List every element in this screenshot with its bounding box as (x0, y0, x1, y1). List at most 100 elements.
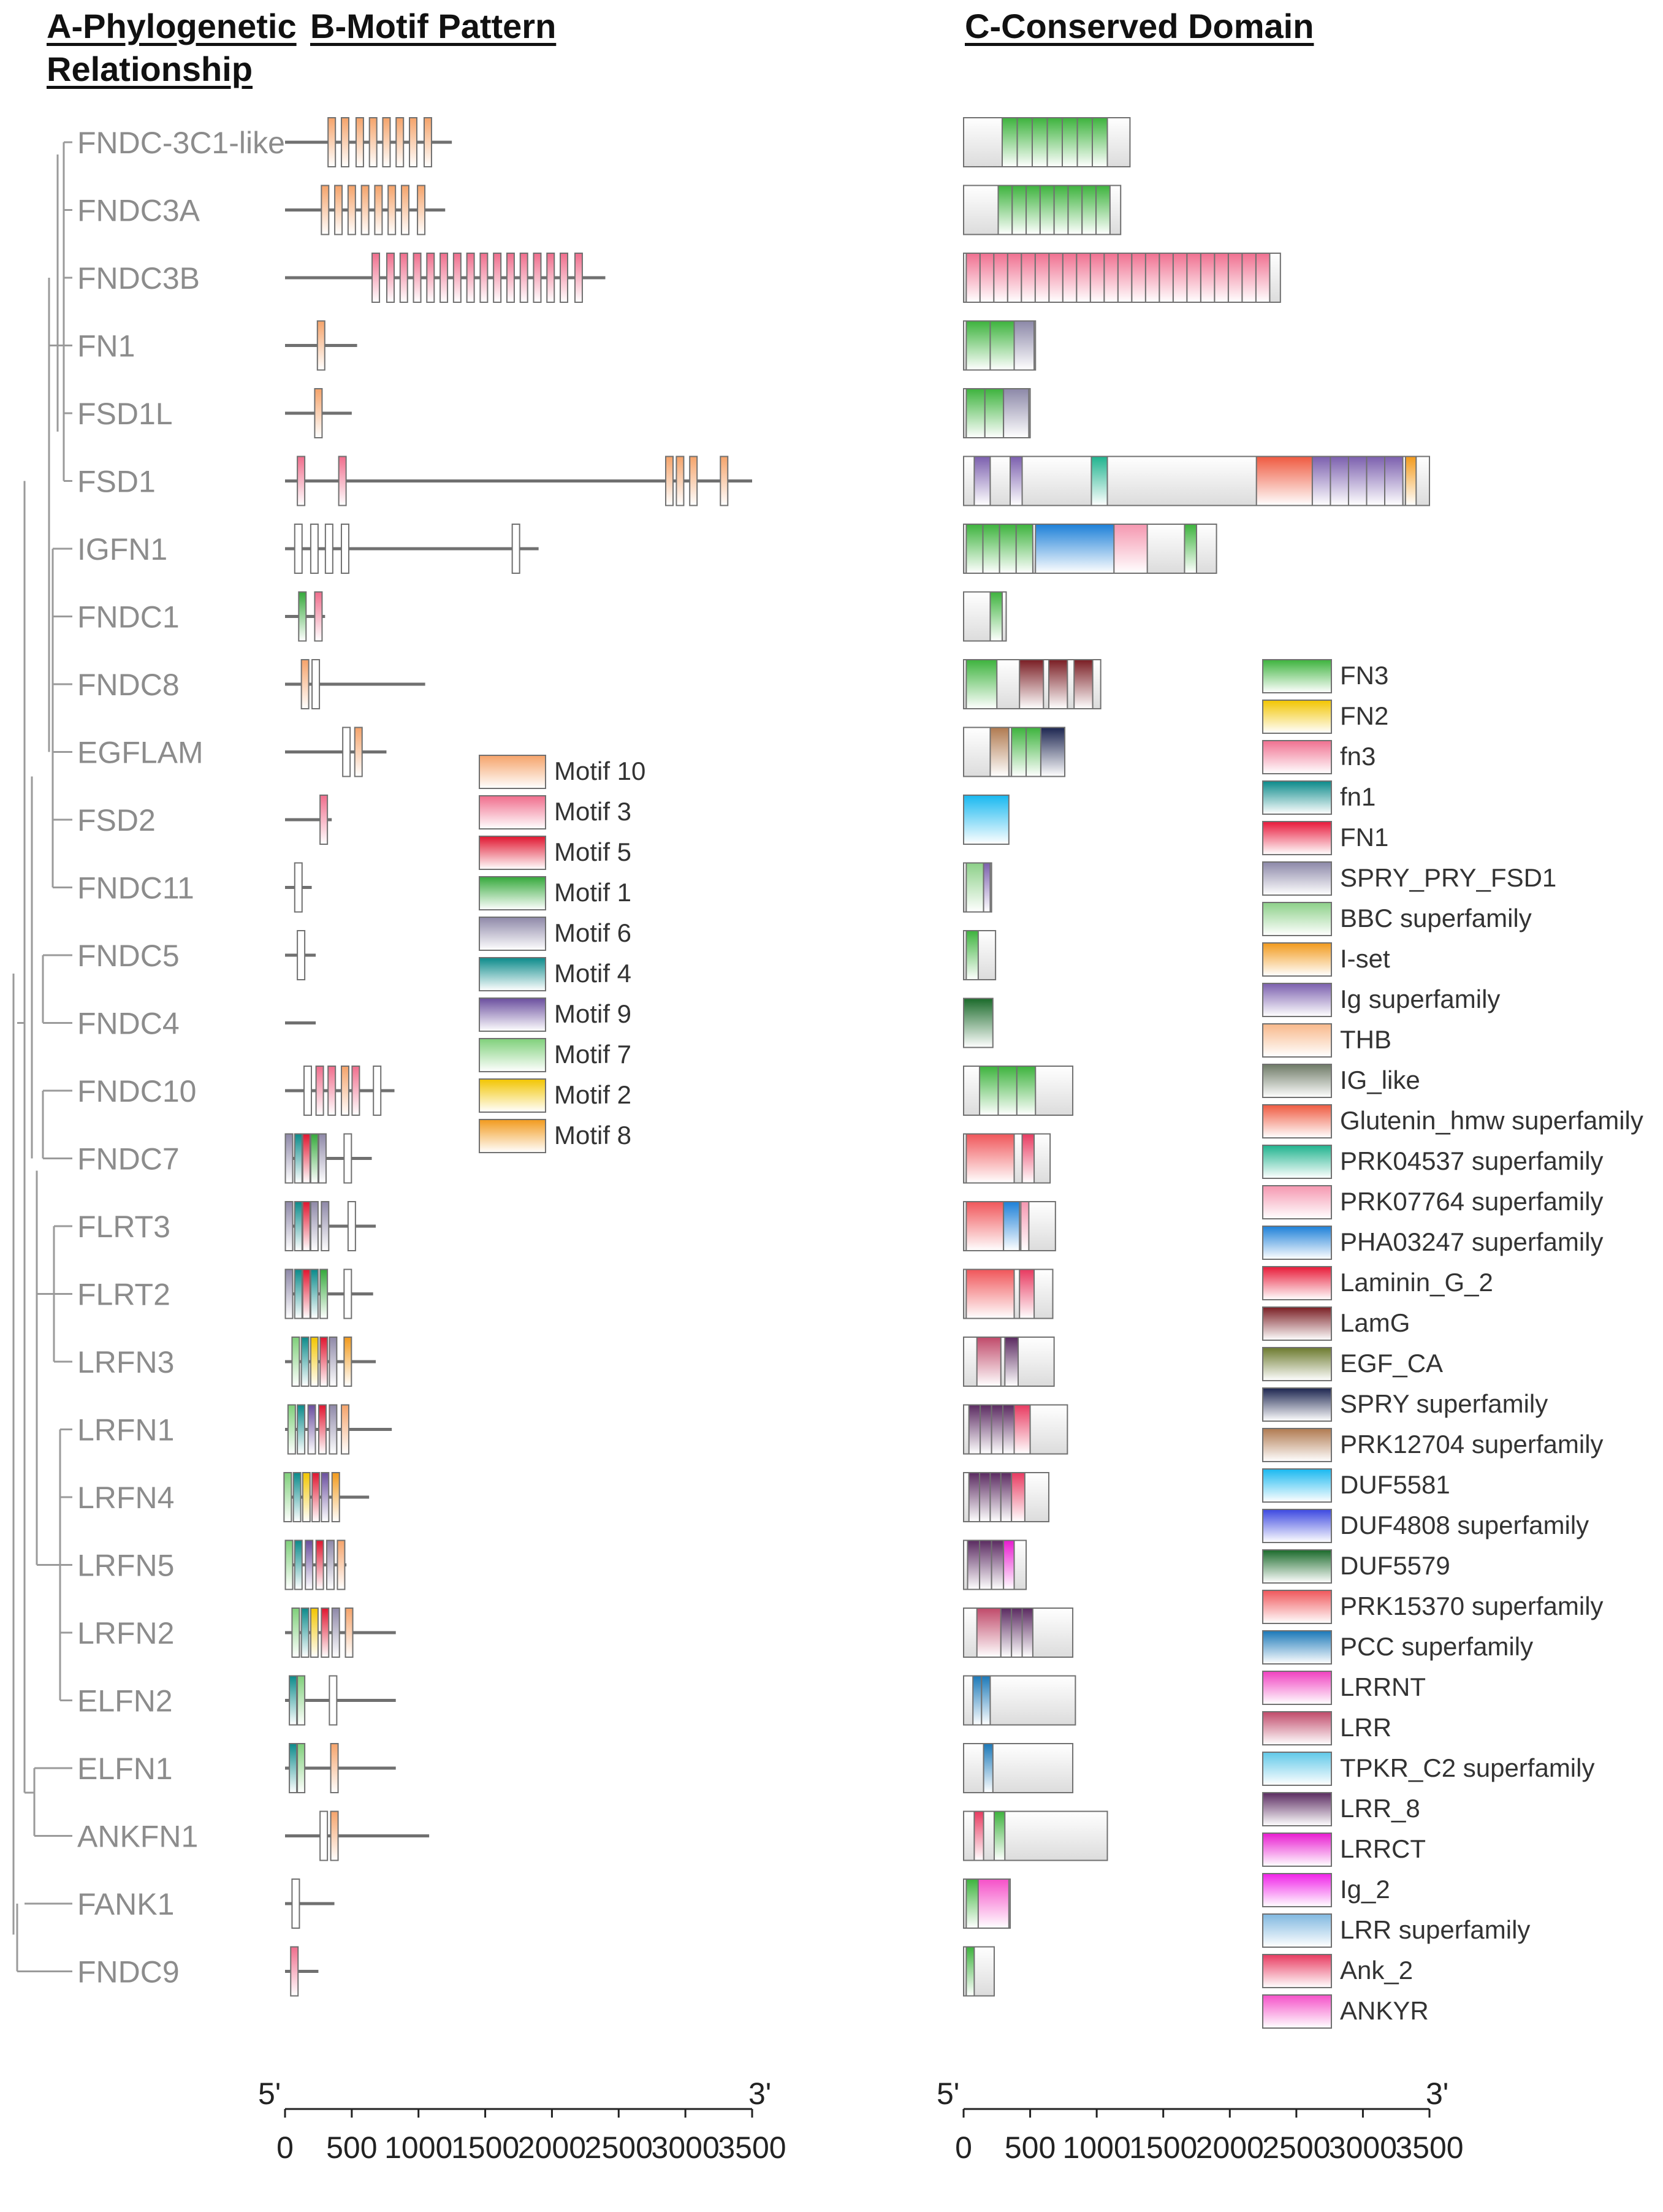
domain-legend-label: TPKR_C2 superfamily (1340, 1753, 1594, 1782)
domain-segment (1090, 456, 1108, 506)
motif-mark (297, 1743, 306, 1793)
motif-mark (354, 727, 363, 777)
domain-legend-label: DUF5581 (1340, 1470, 1450, 1499)
motif-legend-swatch (479, 795, 546, 830)
motif-mark (395, 117, 405, 167)
motif-mark (284, 1133, 294, 1184)
motif-mark (338, 456, 347, 506)
domain-legend-label: LRRCT (1340, 1834, 1426, 1863)
motif-mark (327, 1066, 337, 1116)
domain-segment (1255, 456, 1313, 506)
domain-legend-label: Ig_2 (1340, 1875, 1390, 1904)
domain-segment (979, 1539, 992, 1590)
domain-legend-swatch (1262, 1104, 1332, 1138)
motif-pattern-panel (283, 117, 752, 1997)
motif-mark (289, 1743, 298, 1793)
header-conserved-domain: C-Conserved Domain (965, 7, 1314, 45)
motif-mark (302, 1268, 311, 1319)
domain-legend-swatch (1262, 1226, 1332, 1260)
motif-mark (297, 930, 306, 980)
domain-segment (1048, 253, 1064, 303)
motif-mark (321, 1608, 330, 1658)
domain-segment (1010, 456, 1023, 506)
domain-segment (989, 1472, 1002, 1522)
domain-segment (1062, 253, 1078, 303)
motif-legend-label: Motif 7 (554, 1040, 631, 1069)
domain-segment (965, 862, 984, 913)
domain-segment (1021, 253, 1036, 303)
gene-label: FLRT2 (77, 1278, 170, 1312)
domain-tick-label: 1500 (1129, 2130, 1197, 2165)
motif-mark (297, 1675, 306, 1726)
domain-segment (1021, 1133, 1035, 1184)
motif-mark (319, 1337, 329, 1387)
motif-mark (546, 253, 555, 303)
domain-segment (997, 1066, 1018, 1116)
motif-mark (400, 185, 409, 235)
motif-mark (291, 1337, 300, 1387)
domain-segment (1020, 1201, 1030, 1251)
gene-label: FSD2 (77, 803, 156, 837)
domain-legend-label: Glutenin_hmw superfamily (1340, 1106, 1643, 1135)
domain-segment (1007, 253, 1022, 303)
motif-mark (329, 1675, 338, 1726)
motif-mark (311, 659, 321, 709)
motif-mark (337, 1539, 346, 1590)
motif-tick-label: 1000 (384, 2130, 452, 2165)
motif-mark (303, 1066, 313, 1116)
domain-segment (976, 1608, 1002, 1658)
domain-segment (1046, 117, 1063, 167)
motif-legend-swatch (479, 876, 546, 910)
domain-legend-swatch (1262, 1185, 1332, 1219)
motif-mark (330, 1743, 339, 1793)
domain-segment (1016, 117, 1033, 167)
domain-legend-label: PRK07764 superfamily (1340, 1187, 1604, 1216)
gene-label: FNDC3A (77, 194, 200, 228)
motif-mark (329, 1337, 338, 1387)
domain-legend-swatch (1262, 1064, 1332, 1098)
motif-mark (292, 1472, 302, 1522)
domain-legend-label: PRK15370 superfamily (1340, 1592, 1604, 1620)
motif-legend-label: Motif 6 (554, 918, 631, 947)
motif-mark (689, 456, 698, 506)
motif-mark (560, 253, 569, 303)
motif-legend-label: Motif 5 (554, 837, 631, 866)
domain-segment (1330, 456, 1349, 506)
domain-segment (1053, 185, 1069, 235)
domain-segment (965, 1878, 979, 1929)
motif-mark (440, 253, 449, 303)
domain-segment (1016, 1066, 1037, 1116)
domain-legend-swatch (1262, 861, 1332, 896)
domain-legend-swatch (1262, 942, 1332, 977)
motif-mark (324, 524, 333, 574)
domain-segment (1026, 727, 1041, 777)
domain-segment (1039, 185, 1055, 235)
domain-legend-label: SPRY superfamily (1340, 1389, 1548, 1418)
motif-mark (297, 456, 306, 506)
motif-mark (368, 117, 378, 167)
domain-segment (1021, 1608, 1033, 1658)
domain-segment (1073, 659, 1094, 709)
domain-segment (1131, 253, 1146, 303)
gene-label: LRFN3 (77, 1345, 174, 1379)
motif-mark (360, 185, 370, 235)
motif-legend: Motif 10 Motif 3 Motif 5 Motif 1 Motif 6 Moti… (479, 755, 645, 1153)
domain-legend-label: SPRY_PRY_FSD1 (1340, 863, 1556, 892)
domain-segment (1347, 456, 1368, 506)
domain-segment (965, 320, 991, 371)
motif-mark (426, 253, 435, 303)
domain-segment (968, 1472, 981, 1522)
domain-segment (1095, 185, 1111, 235)
gene-label: FSD1 (77, 465, 156, 499)
domain-legend-swatch (1262, 1792, 1332, 1826)
motif-mark (342, 727, 351, 777)
domain-legend-swatch (1262, 1630, 1332, 1665)
domain-segment (1011, 1608, 1023, 1658)
domain-segment (1013, 320, 1035, 371)
motif-mark (316, 320, 325, 371)
domain-segment (1040, 727, 1066, 777)
domain-segment (1019, 659, 1045, 709)
motif-tick-label: 1500 (451, 2130, 519, 2165)
motif-mark (533, 253, 542, 303)
gene-label: FNDC5 (77, 939, 180, 973)
